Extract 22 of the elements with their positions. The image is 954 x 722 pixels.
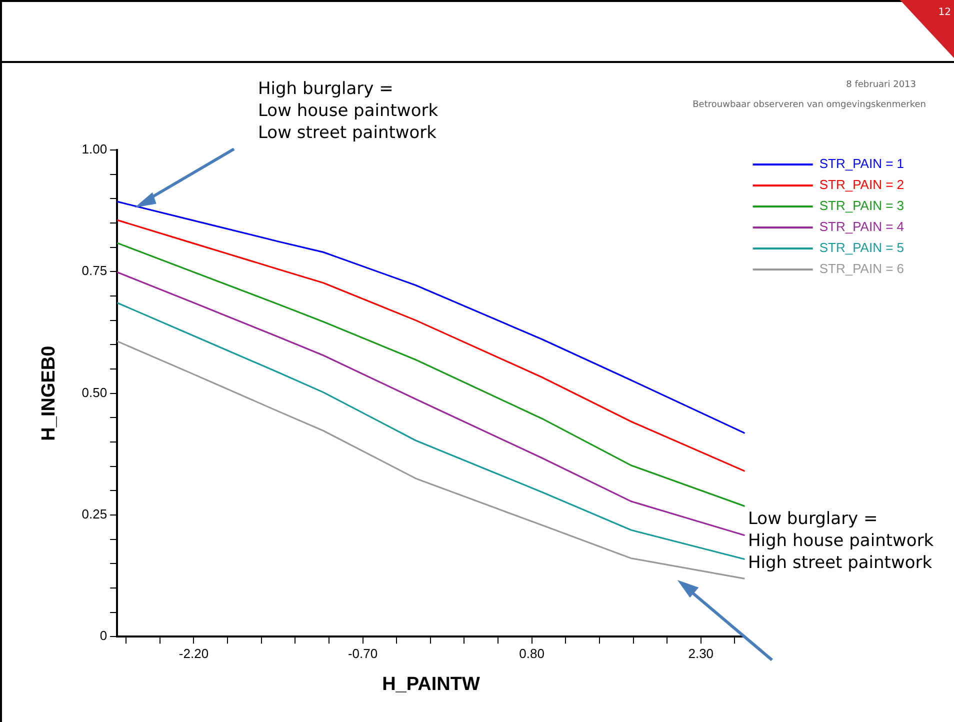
- legend-label: STR_PAIN = 4: [819, 219, 904, 234]
- legend-label: STR_PAIN = 1: [819, 156, 904, 172]
- y-axis-title: H_INGEB0: [38, 346, 60, 441]
- text: Low burglary = High house paintwork High street paintwork: [748, 508, 934, 574]
- legend-label: STR_PAIN = 3: [819, 198, 904, 214]
- y-tick-label: 0.75: [82, 263, 108, 278]
- legend-label: STR_PAIN = 5: [819, 240, 904, 256]
- text: High burglary = Low house paintwork Low street paintwork: [258, 78, 438, 144]
- legend-label: STR_PAIN = 6: [819, 261, 904, 276]
- y-tick-label: 0.50: [82, 384, 108, 400]
- text: Betrouwbaar observeren van omgevingskenmerken: [692, 100, 926, 112]
- x-tick-label: 2.30: [688, 646, 714, 661]
- x-tick-label: -0.70: [348, 646, 378, 661]
- y-tick-label: 1.00: [82, 142, 108, 157]
- legend-label: STR_PAIN = 2: [819, 177, 904, 192]
- x-axis-title: H_PAINTW: [382, 674, 480, 695]
- y-tick-label: 0: [100, 628, 108, 644]
- text: 8 februari 2013: [846, 80, 916, 92]
- text: 12: [938, 6, 951, 19]
- x-tick-label: 0.80: [519, 646, 544, 661]
- y-tick-label: 0.25: [82, 506, 108, 522]
- x-tick-label: -2.20: [178, 646, 209, 661]
